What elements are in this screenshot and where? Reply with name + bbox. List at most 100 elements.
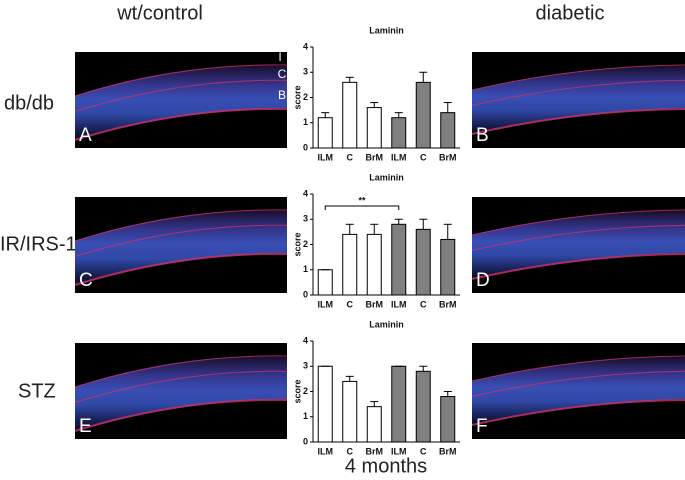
y-axis-label: score: [292, 232, 302, 256]
y-axis-label: score: [292, 85, 302, 109]
x-tick-label: BrM: [366, 299, 384, 309]
significance-label: **: [358, 195, 366, 205]
column-header: wt/control: [116, 2, 203, 24]
vessel-line: [471, 399, 685, 426]
bar: [415, 81, 431, 149]
layer-label: I: [278, 50, 281, 64]
vessel-line: [471, 355, 685, 382]
retina-band: [472, 356, 685, 425]
y-tick-label: 4: [303, 188, 308, 198]
bar: [366, 233, 382, 296]
x-tick-label: C: [420, 299, 427, 309]
bar: [317, 117, 333, 149]
y-tick-label: 2: [303, 92, 308, 102]
y-tick-label: 0: [303, 142, 308, 152]
x-tick-label: ILM: [318, 152, 334, 162]
y-tick-label: 3: [303, 67, 308, 77]
vessel-line: [471, 108, 685, 135]
x-tick-label: ILM: [391, 152, 407, 162]
vessel-line: [74, 107, 288, 141]
bar: [440, 396, 456, 443]
layer-label: C: [278, 67, 287, 81]
x-tick-label: ILM: [391, 446, 407, 456]
bar: [415, 370, 431, 443]
y-tick-label: 0: [303, 289, 308, 299]
y-tick-label: 4: [303, 335, 308, 345]
panel-letter: F: [476, 416, 488, 437]
bar: [317, 365, 333, 443]
x-tick-label: BrM: [439, 152, 457, 162]
bar: [415, 228, 431, 296]
y-tick-label: 4: [303, 41, 308, 51]
x-tick-label: C: [420, 152, 427, 162]
panel-letter: A: [79, 125, 92, 146]
bar: [366, 406, 382, 443]
x-tick-label: BrM: [439, 299, 457, 309]
bar: [391, 223, 407, 296]
bar: [440, 112, 456, 149]
bar: [440, 238, 456, 296]
row-label: IR/IRS-1: [0, 233, 77, 255]
vessel-line: [471, 253, 685, 280]
row-label: STZ: [18, 380, 56, 402]
panel-letter: E: [79, 416, 92, 437]
vessel-line: [74, 370, 288, 403]
vessel-line: [471, 224, 685, 251]
panel-letter: C: [79, 270, 93, 291]
x-tick-label: ILM: [391, 299, 407, 309]
y-tick-label: 1: [303, 117, 308, 127]
bar: [391, 117, 407, 149]
y-tick-label: 2: [303, 386, 308, 396]
x-tick-label: BrM: [366, 152, 384, 162]
vessel-line: [74, 79, 288, 112]
y-tick-label: 1: [303, 264, 308, 274]
vessel-line: [74, 224, 288, 257]
panel-letter: D: [476, 270, 490, 291]
chart-title: Laminin: [369, 25, 404, 35]
x-tick-label: C: [347, 152, 354, 162]
bar: [342, 81, 358, 149]
vessel-line: [74, 355, 288, 388]
bar: [342, 233, 358, 296]
column-header: diabetic: [536, 2, 605, 24]
layer-label: B: [278, 88, 286, 102]
retina-band: [75, 210, 287, 285]
y-tick-label: 3: [303, 361, 308, 371]
bar: [391, 365, 407, 443]
x-tick-label: BrM: [439, 446, 457, 456]
retina-band: [75, 65, 287, 140]
bar: [342, 380, 358, 443]
x-tick-label: ILM: [318, 299, 334, 309]
footer: 4 months: [345, 455, 427, 477]
bar: [366, 107, 382, 149]
chart-title: Laminin: [369, 172, 404, 182]
x-tick-label: ILM: [318, 446, 334, 456]
row-label: db/db: [4, 92, 54, 114]
vessel-line: [471, 370, 685, 397]
vessel-line: [471, 79, 685, 106]
x-tick-label: C: [347, 299, 354, 309]
y-tick-label: 2: [303, 239, 308, 249]
vessel-line: [74, 252, 288, 286]
x-tick-label: C: [420, 446, 427, 456]
y-tick-label: 0: [303, 436, 308, 446]
y-tick-label: 3: [303, 214, 308, 224]
chart-title: Laminin: [369, 319, 404, 329]
y-axis-label: score: [292, 379, 302, 403]
y-tick-label: 1: [303, 411, 308, 421]
retina-band: [75, 356, 287, 431]
x-tick-label: C: [347, 446, 354, 456]
vessel-line: [471, 209, 685, 236]
vessel-line: [471, 64, 685, 91]
bar: [317, 269, 333, 296]
retina-band: [472, 65, 685, 134]
retina-band: [472, 210, 685, 279]
vessel-line: [74, 209, 288, 242]
panel-letter: B: [476, 125, 489, 146]
significance-bracket: [324, 205, 400, 210]
vessel-line: [74, 398, 288, 432]
x-tick-label: BrM: [366, 446, 384, 456]
vessel-line: [74, 64, 288, 97]
